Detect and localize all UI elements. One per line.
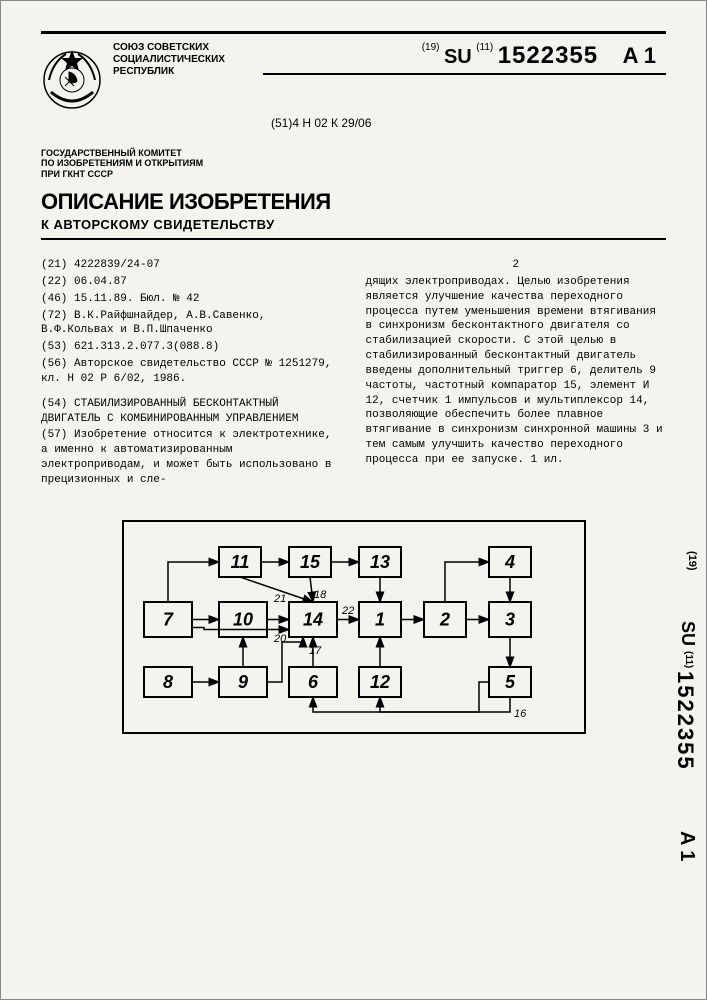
field-22: (22) 06.04.87 [41, 275, 342, 290]
org-l2: СОЦИАЛИСТИЧЕСКИХ [113, 54, 253, 66]
committee: ГОСУДАРСТВЕННЫЙ КОМИТЕТ ПО ИЗОБРЕТЕНИЯМ … [41, 148, 241, 179]
org-l3: РЕСПУБЛИК [113, 66, 253, 78]
a1-label: A 1 [623, 43, 656, 68]
field-21: (21) 4222839/24-07 [41, 258, 342, 273]
field-46: (46) 15.11.89. Бюл. № 42 [41, 292, 342, 307]
column-1: (21) 4222839/24-07 (22) 06.04.87 (46) 15… [41, 258, 342, 490]
side-prefix: (19) [686, 551, 698, 571]
field-56: (56) Авторское свидетельство СССР № 1251… [41, 357, 342, 387]
committee-l1: ГОСУДАРСТВЕННЫЙ КОМИТЕТ [41, 148, 241, 158]
header-row: СОЮЗ СОВЕТСКИХ СОЦИАЛИСТИЧЕСКИХ РЕСПУБЛИ… [41, 42, 666, 110]
svg-text:21: 21 [273, 593, 286, 605]
svg-text:20: 20 [273, 633, 287, 645]
svg-text:15: 15 [299, 552, 320, 572]
col2-text: дящих электроприводах. Целью изобретения… [366, 275, 667, 468]
field-54: (54) СТАБИЛИЗИРОВАННЫЙ БЕСКОНТАКТНЫЙ ДВИ… [41, 397, 342, 427]
field-72: (72) В.К.Райфшнайдер, А.В.Савенко, В.Ф.К… [41, 309, 342, 339]
sub-title: К АВТОРСКОМУ СВИДЕТЕЛЬСТВУ [41, 217, 666, 232]
main-title: ОПИСАНИЕ ИЗОБРЕТЕНИЯ [41, 189, 666, 215]
class-prefix: (51)4 [271, 116, 299, 130]
body-columns: (21) 4222839/24-07 (22) 06.04.87 (46) 15… [41, 258, 666, 490]
class-code: Н 02 К 29/06 [302, 116, 371, 130]
svg-text:11: 11 [230, 552, 249, 572]
org-name: СОЮЗ СОВЕТСКИХ СОЦИАЛИСТИЧЕСКИХ РЕСПУБЛИ… [113, 42, 253, 78]
block-diagram: 7 8 11 10 9 15 14 6 13 1 12 2 4 3 5 21 18 22 20 17 16 [41, 520, 666, 734]
side-a1: A 1 [675, 831, 698, 861]
svg-text:22: 22 [341, 605, 354, 617]
svg-text:10: 10 [232, 609, 252, 629]
classification: (51)4 Н 02 К 29/06 [271, 116, 666, 130]
svg-text:8: 8 [162, 672, 172, 692]
patent-page: СОЮЗ СОВЕТСКИХ СОЦИАЛИСТИЧЕСКИХ РЕСПУБЛИ… [0, 0, 707, 1000]
doc-number: 1522355 [498, 42, 598, 69]
side-number: 1522355 [672, 671, 698, 771]
svg-text:5: 5 [504, 672, 515, 692]
column-2: 2 дящих электроприводах. Целью изобретен… [366, 258, 667, 490]
svg-text:1: 1 [374, 609, 384, 629]
org-l1: СОЮЗ СОВЕТСКИХ [113, 42, 253, 54]
svg-text:16: 16 [514, 708, 527, 720]
svg-text:13: 13 [369, 552, 389, 572]
committee-l3: ПРИ ГКНТ СССР [41, 169, 241, 179]
svg-text:9: 9 [237, 672, 247, 692]
prefix-19: (19) [422, 42, 440, 53]
svg-text:4: 4 [503, 552, 514, 572]
diagram-svg: 7 8 11 10 9 15 14 6 13 1 12 2 4 3 5 21 18 22 20 17 16 [122, 520, 586, 734]
committee-l2: ПО ИЗОБРЕТЕНИЯМ И ОТКРЫТИЯМ [41, 158, 241, 168]
ussr-emblem-icon [41, 42, 103, 110]
svg-text:3: 3 [504, 609, 514, 629]
svg-text:17: 17 [309, 645, 322, 657]
doc-number-block: (19) SU (11) 1522355 A 1 [263, 42, 666, 75]
field-57: (57) Изобретение относится к электротехн… [41, 428, 342, 487]
svg-text:2: 2 [438, 609, 449, 629]
svg-text:12: 12 [369, 672, 389, 692]
top-rule [41, 31, 666, 34]
su-label: SU [444, 46, 472, 68]
col2-pagenum: 2 [366, 258, 667, 273]
svg-text:6: 6 [307, 672, 318, 692]
side-su: SU (11) [677, 621, 698, 668]
title-block: ОПИСАНИЕ ИЗОБРЕТЕНИЯ К АВТОРСКОМУ СВИДЕТ… [41, 189, 666, 240]
svg-text:18: 18 [314, 589, 327, 601]
svg-text:7: 7 [162, 609, 173, 629]
prefix-11: (11) [476, 42, 493, 53]
field-53: (53) 621.313.2.077.3(088.8) [41, 340, 342, 355]
svg-text:14: 14 [302, 609, 322, 629]
